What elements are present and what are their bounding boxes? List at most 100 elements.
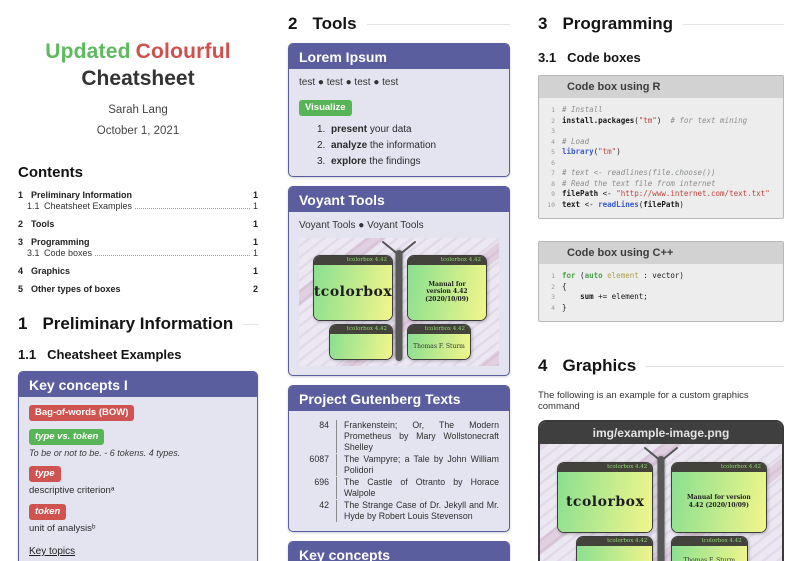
toc-label: Tools: [31, 219, 55, 229]
section-number: 1: [18, 314, 28, 333]
toc-num: 1.1: [27, 201, 40, 211]
wing-title-bar: tcolorbox 4.42: [577, 537, 653, 547]
visualize-badge: Visualize: [299, 100, 352, 116]
image-filename-bar: img/example-image.png: [540, 422, 782, 444]
wing-title-bar: tcolorbox 4.42: [314, 255, 392, 265]
heading-rule: [646, 365, 784, 367]
date: October 1, 2021: [96, 125, 180, 137]
toc-label: Graphics: [31, 266, 71, 276]
wing-title-bar: tcolorbox 4.42: [557, 462, 653, 472]
author-label: Thomas F. Sturm: [671, 546, 747, 561]
tcolorbox-label: tcolorbox: [565, 493, 645, 510]
tcolorbox-example-image: tcolorbox 4.42 tcolorbox tcolorbox 4.42 …: [540, 444, 782, 561]
code-line: 10 text <- readLines(filePath): [543, 200, 775, 211]
section-number: 3.1: [538, 50, 557, 65]
gutenberg-id: 42: [299, 500, 337, 522]
line-number: 2: [551, 116, 555, 125]
table-row: 42 The Strange Case of Dr. Jekyll and Mr…: [299, 500, 499, 522]
section-title: Tools: [312, 14, 357, 33]
list-item: 2. analyze the information: [317, 140, 499, 151]
toc-dots: [135, 208, 250, 209]
code-line: 4 # Load: [543, 137, 775, 148]
wing-top-right: tcolorbox 4.42 Manual for version 4.42 (…: [670, 461, 768, 533]
step-text: your data: [367, 124, 412, 135]
code-line: 8 # Read the text file from internet: [543, 179, 775, 190]
toc-num: 3.1: [27, 248, 40, 258]
wing-title-bar: tcolorbox 4.42: [408, 324, 470, 334]
type-vs-token-badge: type vs. token: [29, 429, 105, 445]
wing-top-right: tcolorbox 4.42 Manual for version 4.42 (…: [407, 254, 487, 321]
box-header: Key concepts I: [19, 372, 257, 397]
box-body: Bag-of-words (BOW) type vs. token To be …: [19, 397, 257, 561]
code-body: 1 for (auto element : vector) 2 {3 sum += e…: [539, 264, 783, 321]
line-number: 1: [551, 272, 555, 280]
code-line: 3: [543, 126, 775, 137]
type-definition: descriptive criterionᵃ: [29, 485, 115, 496]
line-number: 1: [551, 106, 555, 114]
line-number: 2: [551, 282, 555, 291]
line-number: 9: [551, 190, 555, 198]
title-word-updated: Updated: [45, 40, 131, 63]
step-number: 1.: [317, 124, 326, 135]
contents-heading: Contents: [18, 164, 83, 181]
graphics-note: The following is an example for a custom…: [538, 390, 749, 412]
box-header: Code box using R: [539, 76, 783, 98]
type-badge: type: [29, 466, 61, 482]
section-number: 3: [538, 14, 548, 33]
box-body: Voyant Tools ● Voyant Tools tcolorbox 4.…: [289, 212, 509, 375]
section-title: Preliminary Information: [42, 314, 234, 333]
line-number: 4: [551, 137, 555, 146]
code-line: 3 sum += element;: [543, 292, 775, 303]
toc-entry-1: 1 Preliminary Information 1: [18, 190, 258, 200]
code-text: install.packages("tm") # for text mining: [562, 115, 748, 125]
box-header: Code box using C++: [539, 242, 783, 264]
book-title: The Castle of Otranto by Horace Walpole: [344, 477, 499, 498]
table-row: 6087 The Vampyre; a Tale by John William…: [299, 454, 499, 476]
toc-page: 1: [252, 201, 258, 211]
wing-top-left: tcolorbox 4.42 tcolorbox: [556, 461, 654, 533]
toc-page: 1: [252, 266, 258, 276]
title-line-1: Updated Colourful: [18, 40, 258, 64]
line-number: 7: [551, 169, 555, 177]
line-number: 10: [547, 200, 555, 209]
toc-page: 1: [252, 190, 258, 200]
title-word-colourful: Colourful: [135, 40, 231, 63]
wing-bottom-left: tcolorbox 4.42: [576, 536, 654, 561]
line-number: 6: [551, 158, 555, 167]
toc-entry-4: 4 Graphics 1: [18, 266, 258, 276]
step-keyword: present: [331, 124, 368, 135]
author: Sarah Lang: [108, 104, 168, 116]
book-title: Frankenstein; Or, The Modern Prometheus …: [344, 420, 499, 452]
box-header: Lorem Ipsum: [289, 44, 509, 69]
section-title: Graphics: [562, 356, 637, 375]
code-line: 5 library("tm"): [543, 147, 775, 158]
cpp-code-box: Code box using C++ 1 for (auto element : …: [538, 241, 784, 322]
type-token-note: To be or not to be. - 6 tokens. 4 types.: [29, 448, 181, 458]
toc-page: 1: [252, 219, 258, 229]
code-text: library("tm"): [562, 147, 621, 156]
book-title: The Strange Case of Dr. Jekyll and Mr. H…: [344, 500, 499, 521]
section-3-1-heading: 3.1 Code boxes: [538, 50, 784, 65]
book-title: The Vampyre; a Tale by John William Poli…: [344, 454, 499, 475]
step-number: 2.: [317, 140, 326, 151]
key-concepts-1-box: Key concepts I Bag-of-words (BOW) type v…: [18, 371, 258, 561]
wing-title-bar: tcolorbox 4.42: [671, 462, 767, 472]
code-text: {: [562, 281, 567, 291]
gutenberg-id: 696: [299, 477, 337, 499]
toc-page: 2: [252, 284, 258, 294]
step-text: the findings: [366, 156, 421, 167]
code-text: for (auto element : vector): [562, 271, 684, 280]
toc-num: 2: [18, 219, 24, 229]
r-code-box: Code box using R 1 # Install 2 install.pack…: [538, 75, 784, 219]
code-text: # Install: [562, 105, 603, 114]
wing-title-bar: tcolorbox 4.42: [330, 324, 392, 334]
step-keyword: explore: [331, 156, 367, 167]
table-row: 84 Frankenstein; Or, The Modern Promethe…: [299, 420, 499, 453]
gutenberg-box: Project Gutenberg Texts 84 Frankenstein;…: [288, 385, 510, 532]
section-3-heading: 3 Programming: [538, 14, 784, 34]
butterfly-body: [395, 249, 403, 361]
wing-bottom-left: tcolorbox 4.42: [329, 323, 393, 361]
heading-rule: [243, 323, 258, 325]
table-row: 696 The Castle of Otranto by Horace Walp…: [299, 477, 499, 499]
